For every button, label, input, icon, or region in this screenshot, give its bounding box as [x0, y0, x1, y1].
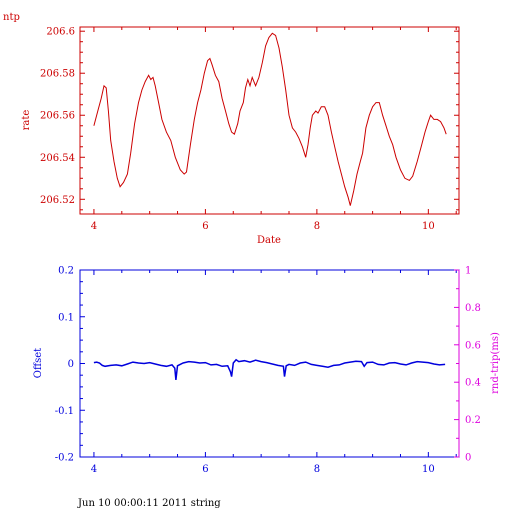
- rate-chart-ticks: [80, 27, 459, 214]
- rtt-y2-tick-label: 1: [465, 266, 471, 277]
- rate-y-tick-label: 206.58: [40, 69, 75, 80]
- offset-y-tick-label: -0.1: [55, 406, 74, 417]
- offset-x-tick-label: 8: [314, 464, 320, 475]
- offset-chart-y-axis-label: Offset: [33, 348, 44, 378]
- rate-y-tick-label: 206.56: [40, 111, 75, 122]
- footer-timestamp: Jun 10 00:00:11 2011 string: [78, 498, 221, 509]
- offset-y-tick-label: -0.2: [55, 453, 74, 464]
- rtt-y2-tick-label: 0.4: [465, 378, 481, 389]
- offset-chart-ticks: [80, 269, 460, 458]
- offset-x-tick-label: 10: [422, 464, 435, 475]
- offset-chart-y-tick-labels: -0.2 -0.1 0 0.1 0.2: [55, 266, 74, 464]
- rate-chart-y-tick-labels: 206.52 206.54 206.56 206.58 206.6: [40, 27, 75, 206]
- offset-series-line: [93, 358, 446, 380]
- rate-series-line: [93, 32, 447, 206]
- rtt-y2-tick-label: 0.6: [465, 340, 481, 351]
- offset-x-tick-label: 6: [202, 464, 208, 475]
- offset-chart-x-tick-labels: 4 6 8 10: [91, 464, 435, 475]
- offset-x-tick-label: 4: [91, 464, 97, 475]
- rate-chart: 4 6 8 10 206.52 206.54 206.56 206.58 206.6 Date…: [21, 26, 460, 246]
- rtt-y2-tick-label: 0: [465, 453, 471, 464]
- offset-chart-y2-axis-label: rnd-trip(ms): [490, 332, 501, 394]
- rate-chart-x-tick-labels: 4 6 8 10: [91, 221, 435, 232]
- offset-y-tick-label: 0: [68, 359, 74, 370]
- rate-y-tick-label: 206.54: [40, 153, 75, 164]
- rtt-y2-tick-label: 0.2: [465, 415, 481, 426]
- rate-x-tick-label: 4: [91, 221, 97, 232]
- rtt-y2-tick-label: 0.8: [465, 303, 481, 314]
- page-title: ntp: [3, 12, 20, 23]
- rate-x-tick-label: 6: [202, 221, 208, 232]
- rate-chart-frame: [79, 26, 460, 215]
- rate-chart-y-axis-label: rate: [21, 110, 32, 131]
- offset-y-tick-label: 0.2: [58, 266, 74, 277]
- offset-chart: 4 6 8 10 -0.2 -0.1 0 0.1 0.2 0 0.2 0.4 0.6 0.8 1 Off…: [33, 266, 501, 476]
- rate-y-tick-label: 206.6: [46, 27, 75, 38]
- offset-chart-y2-tick-labels: 0 0.2 0.4 0.6 0.8 1: [465, 266, 481, 464]
- rate-x-tick-label: 8: [314, 221, 320, 232]
- rate-y-tick-label: 206.52: [40, 195, 75, 206]
- offset-y-tick-label: 0.1: [58, 312, 74, 323]
- rate-x-tick-label: 10: [422, 221, 435, 232]
- rate-chart-x-axis-label: Date: [257, 235, 281, 246]
